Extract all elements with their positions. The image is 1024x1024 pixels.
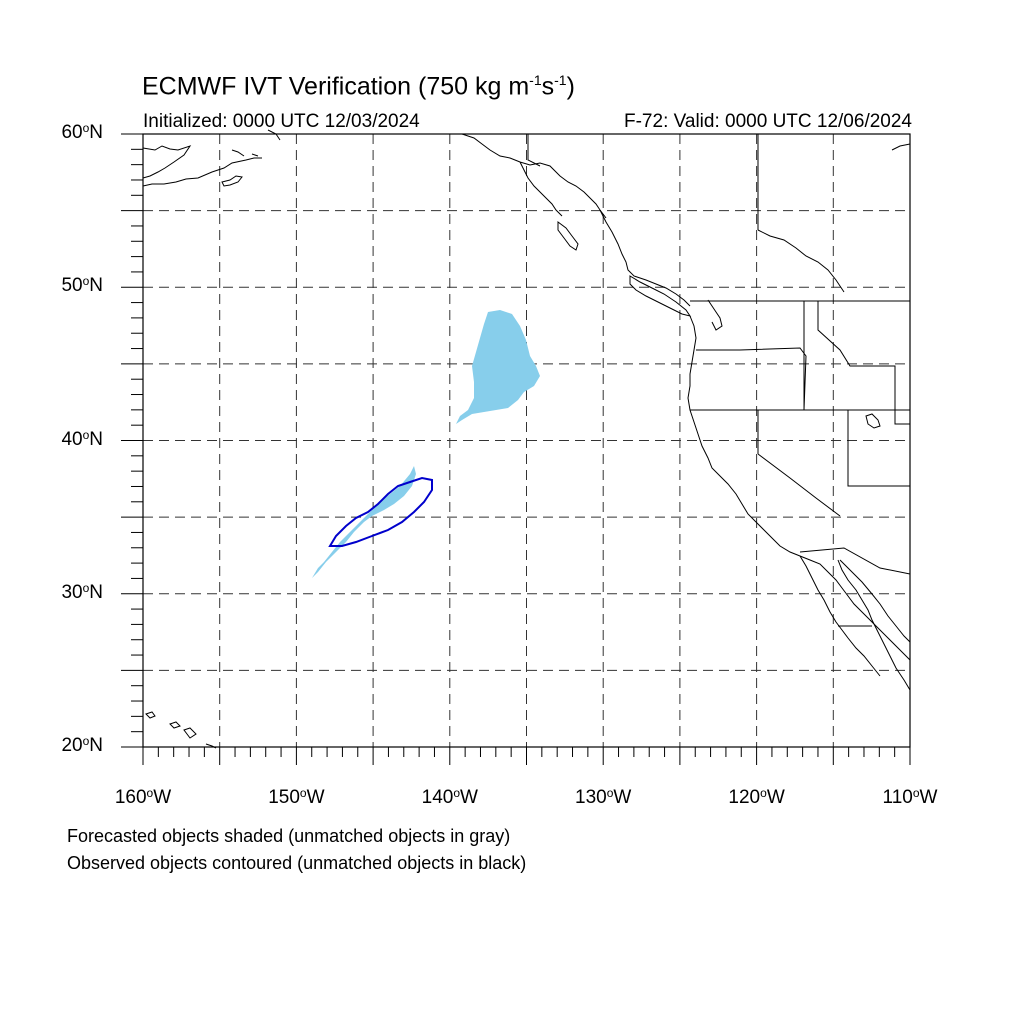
forecast-legend-note: Forecasted objects shaded (unmatched obj… [67, 826, 511, 846]
canada-interior [757, 229, 845, 293]
lon-label: 130oW [575, 786, 632, 808]
observed-contour [328, 476, 433, 547]
baja-west [799, 555, 881, 677]
title-exponent-1: -1 [529, 72, 542, 88]
great-salt-lake [865, 413, 881, 429]
kodiak-island [221, 175, 243, 187]
hawaii-islands [145, 711, 217, 749]
border-az-mexico [799, 547, 911, 575]
map-frame [142, 133, 911, 748]
haida-gwaii [557, 221, 579, 251]
hudson-fragment [891, 143, 911, 151]
border-nv-az [847, 410, 910, 487]
border-ca-nv-diagonal [757, 453, 841, 517]
title-text: ECMWF IVT Verification (750 kg m [142, 72, 530, 101]
title-exponent-2: -1 [554, 72, 567, 88]
lon-label: 140oW [421, 786, 478, 808]
coastlines [142, 129, 911, 749]
border-wa-or [696, 347, 807, 411]
valid-time: F-72: Valid: 0000 UTC 12/06/2024 [624, 111, 912, 132]
vancouver-island [629, 275, 692, 317]
lon-label: 120oW [728, 786, 785, 808]
border-alaska-bc [527, 134, 541, 167]
forecast-object-north [456, 310, 540, 424]
observed-objects [328, 476, 433, 547]
observed-legend-note: Observed objects contoured (unmatched ob… [67, 853, 527, 873]
bc-coast [599, 209, 691, 307]
sonora-coast [839, 559, 911, 643]
border-id-mt [817, 301, 910, 425]
lat-label: 20oN [61, 734, 103, 756]
axis-ticks [121, 133, 911, 765]
initialized-time: Initialized: 0000 UTC 12/03/2024 [143, 111, 420, 132]
chart-title: ECMWF IVT Verification (750 kg m-1s-1) [142, 72, 575, 101]
lat-label: 60oN [61, 121, 103, 143]
title-close-paren: ) [566, 72, 575, 101]
lon-label: 150oW [268, 786, 325, 808]
political-borders [527, 134, 911, 627]
lat-lon-grid [143, 134, 910, 747]
alaska-panhandle [519, 161, 563, 217]
forecast-object-south [312, 466, 416, 578]
lat-label: 40oN [61, 427, 103, 450]
lat-label: 30oN [61, 580, 103, 603]
us-west-coast [687, 315, 911, 661]
alaska-coast-south [142, 157, 262, 187]
baja-east [837, 559, 911, 691]
lat-label: 50oN [61, 274, 103, 297]
puget-sound [707, 299, 723, 331]
gulf-alaska-coast [450, 133, 607, 219]
alaska-coast [142, 145, 192, 179]
forecast-objects [312, 310, 540, 578]
title-unit-s: s [541, 72, 555, 101]
lon-label: 160oW [114, 786, 172, 808]
lon-label: 110oW [882, 786, 938, 808]
